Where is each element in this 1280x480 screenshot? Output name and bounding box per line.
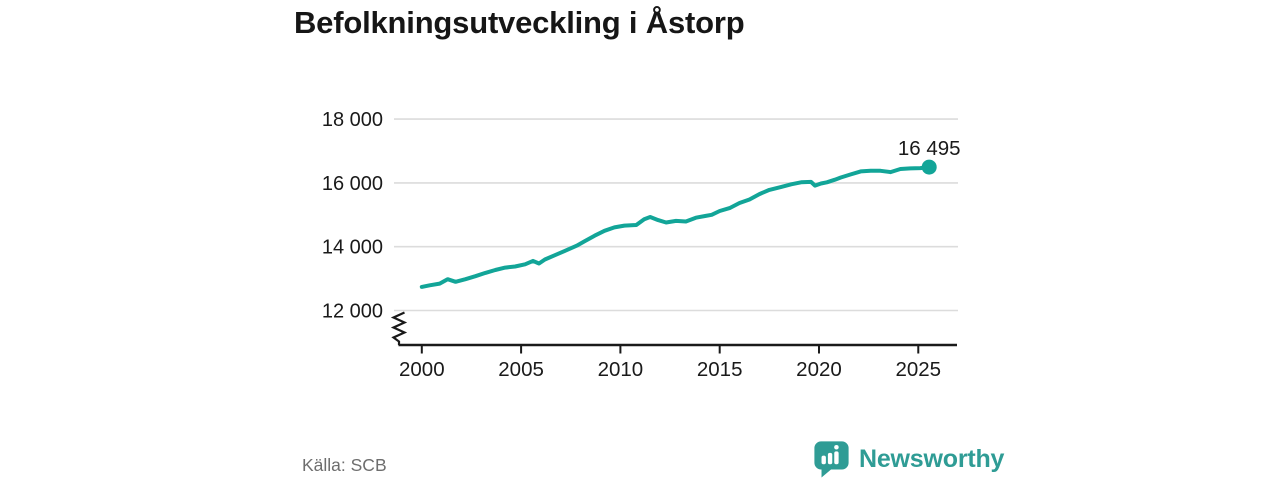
axis-break-icon: [390, 311, 408, 345]
x-tick-label: 2025: [895, 358, 941, 381]
x-tick-label: 2005: [498, 358, 544, 381]
x-tick-label: 2015: [697, 358, 743, 381]
x-axis-labels: 2000 2005 2010 2015 2020 2025: [399, 358, 941, 381]
bar-tall: [834, 451, 839, 465]
y-tick-label: 14 000: [322, 237, 383, 259]
source-note: Källa: SCB: [302, 455, 387, 475]
newsworthy-logo: Newsworthy: [812, 440, 1004, 478]
gridlines: [394, 118, 958, 312]
x-axis-ticks: [420, 345, 920, 354]
y-tick-label: 18 000: [322, 109, 383, 131]
bar-small: [821, 455, 826, 465]
series-end-label: 16 495: [898, 137, 961, 160]
x-tick-label: 2000: [399, 358, 445, 381]
exclamation-dot: [834, 444, 839, 450]
y-axis-labels: 12 000 14 000 16 000 18 000: [322, 109, 383, 322]
page-title: Befolkningsutveckling i Åstorp: [294, 5, 745, 40]
series-end-dot: [921, 159, 937, 175]
y-tick-label: 12 000: [322, 301, 383, 323]
population-line: [419, 165, 932, 289]
speech-bubble-bar-chart-icon: [814, 441, 849, 478]
bar-medium: [827, 452, 833, 465]
x-tick-label: 2020: [796, 358, 842, 381]
x-tick-label: 2010: [598, 358, 644, 381]
y-tick-label: 16 000: [322, 173, 383, 195]
brand-wordmark: Newsworthy: [859, 444, 1005, 473]
